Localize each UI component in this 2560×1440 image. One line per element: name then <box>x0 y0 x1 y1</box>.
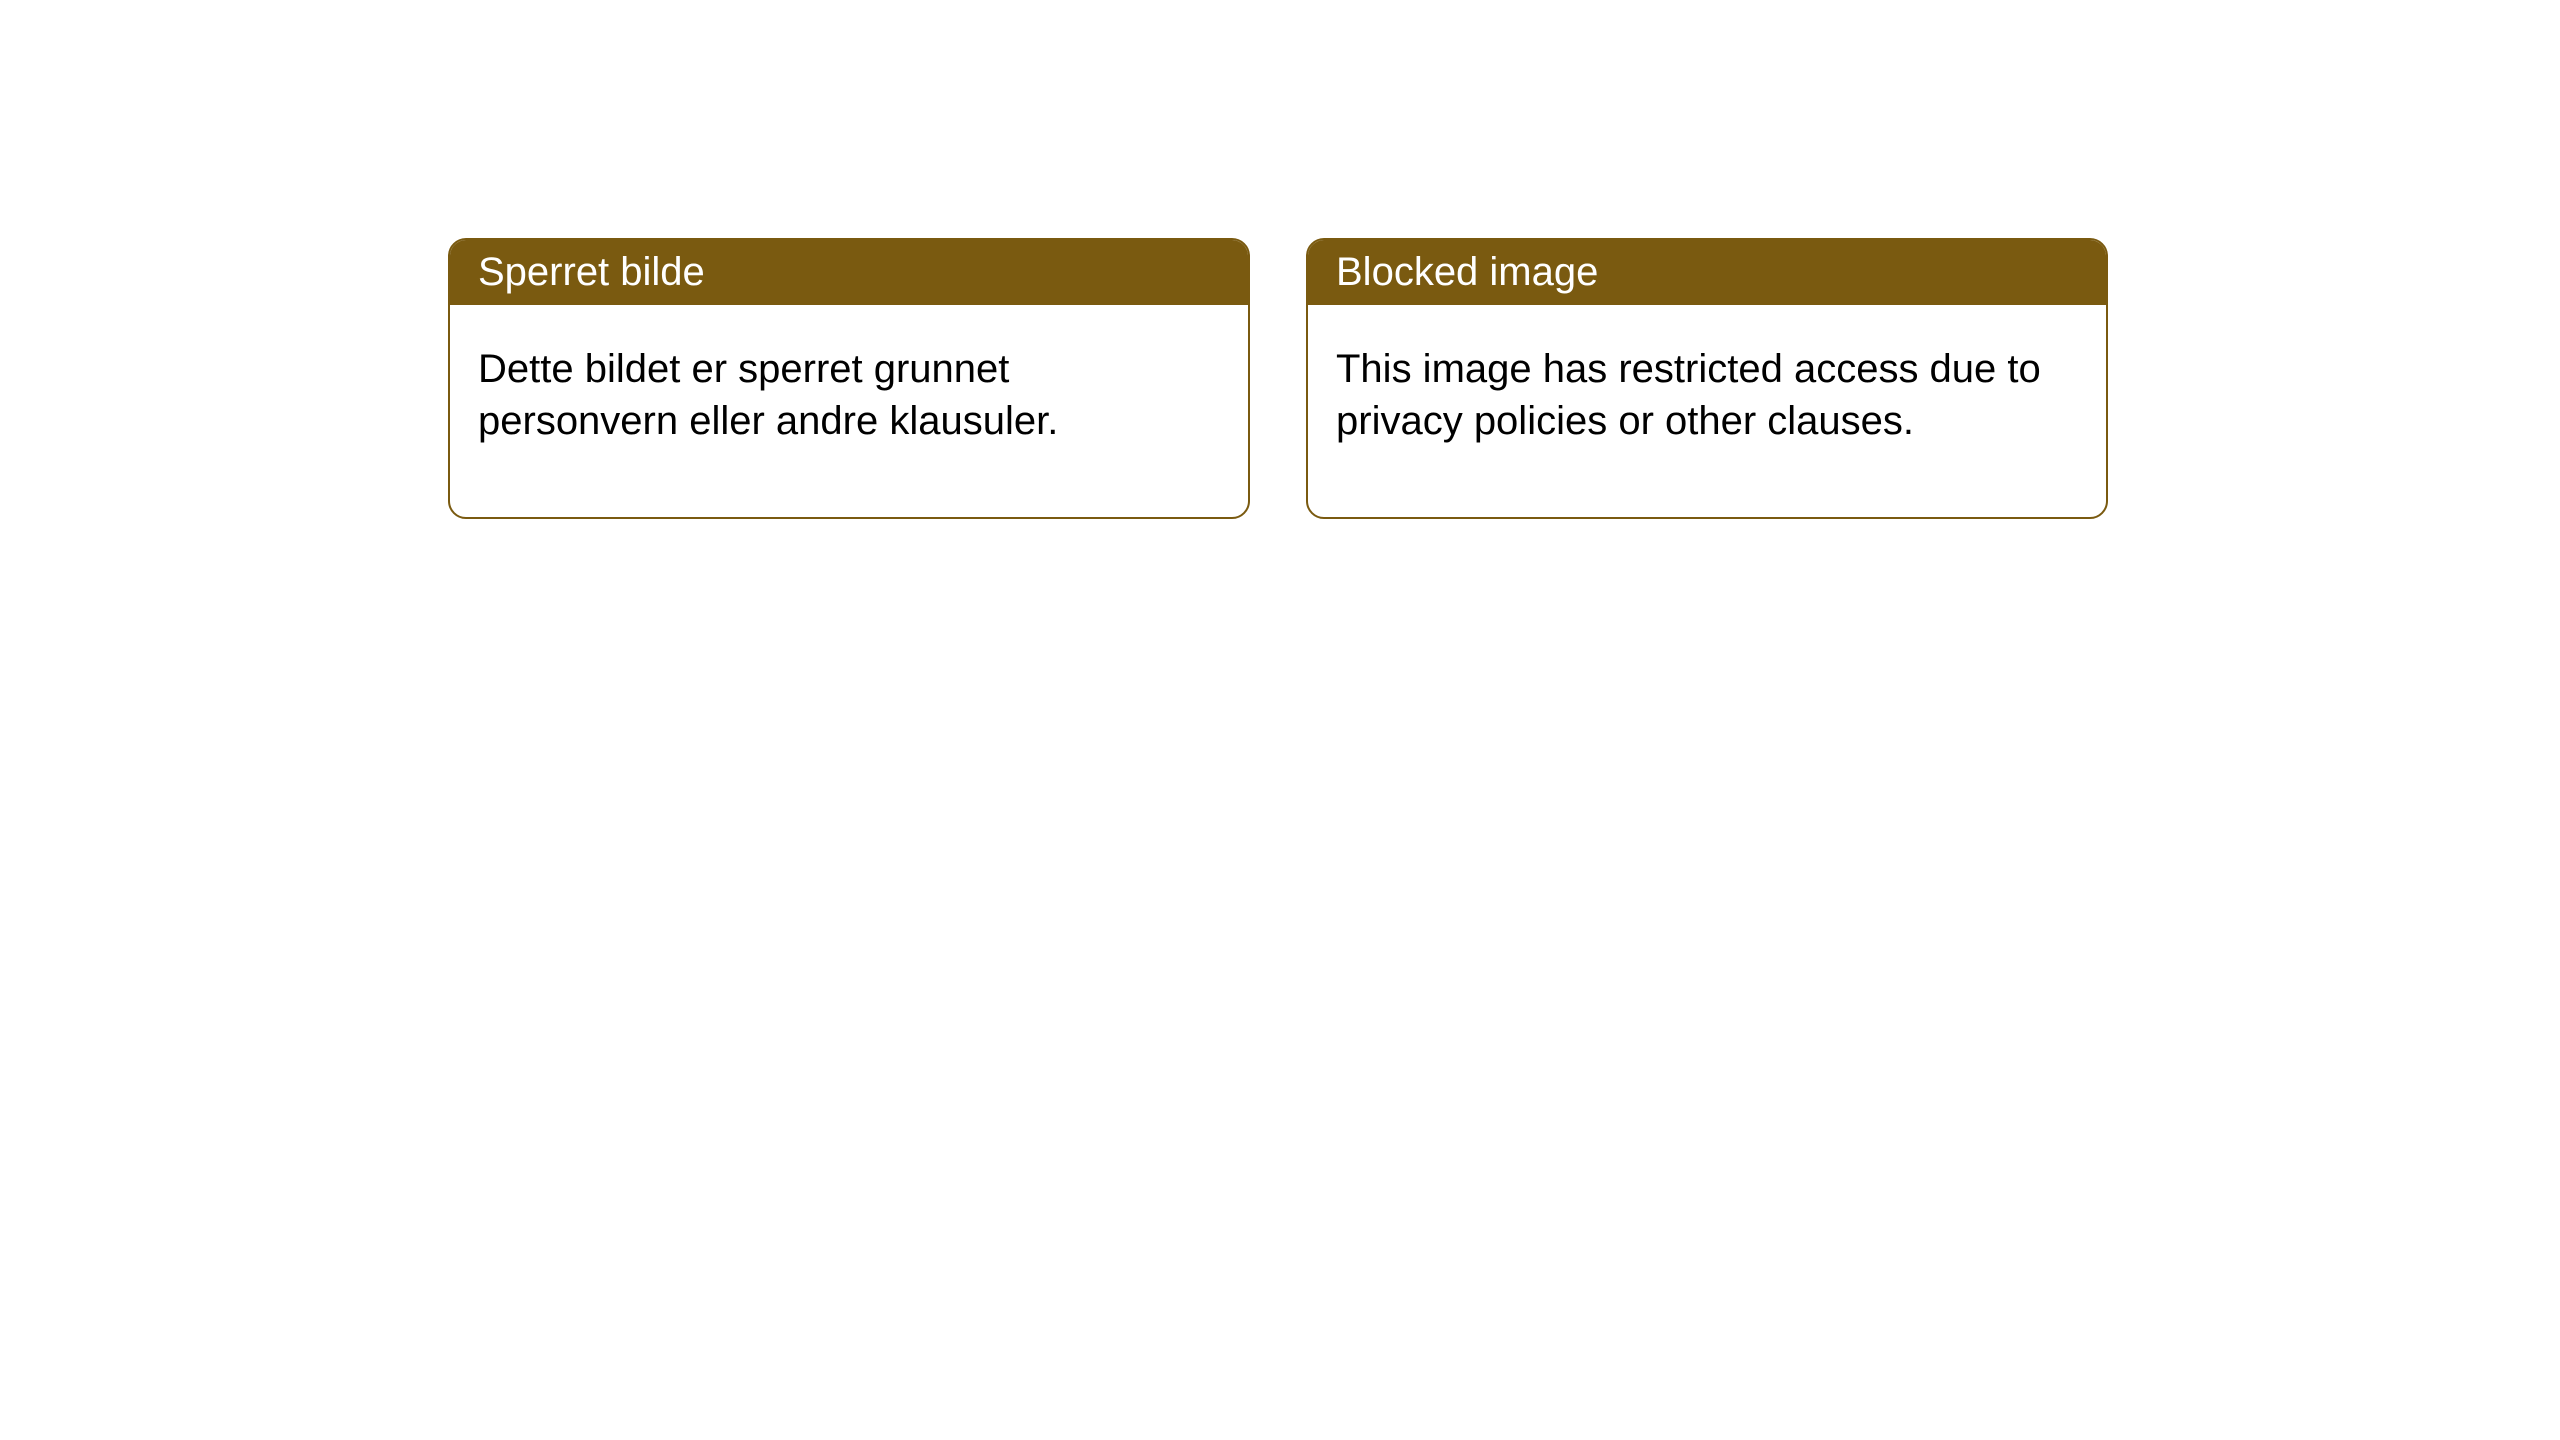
notice-card-body: This image has restricted access due to … <box>1308 305 2106 517</box>
notice-card-header: Blocked image <box>1308 240 2106 305</box>
notice-cards-container: Sperret bilde Dette bildet er sperret gr… <box>448 238 2108 519</box>
notice-card-norwegian: Sperret bilde Dette bildet er sperret gr… <box>448 238 1250 519</box>
notice-card-header: Sperret bilde <box>450 240 1248 305</box>
notice-card-body: Dette bildet er sperret grunnet personve… <box>450 305 1248 517</box>
notice-card-english: Blocked image This image has restricted … <box>1306 238 2108 519</box>
